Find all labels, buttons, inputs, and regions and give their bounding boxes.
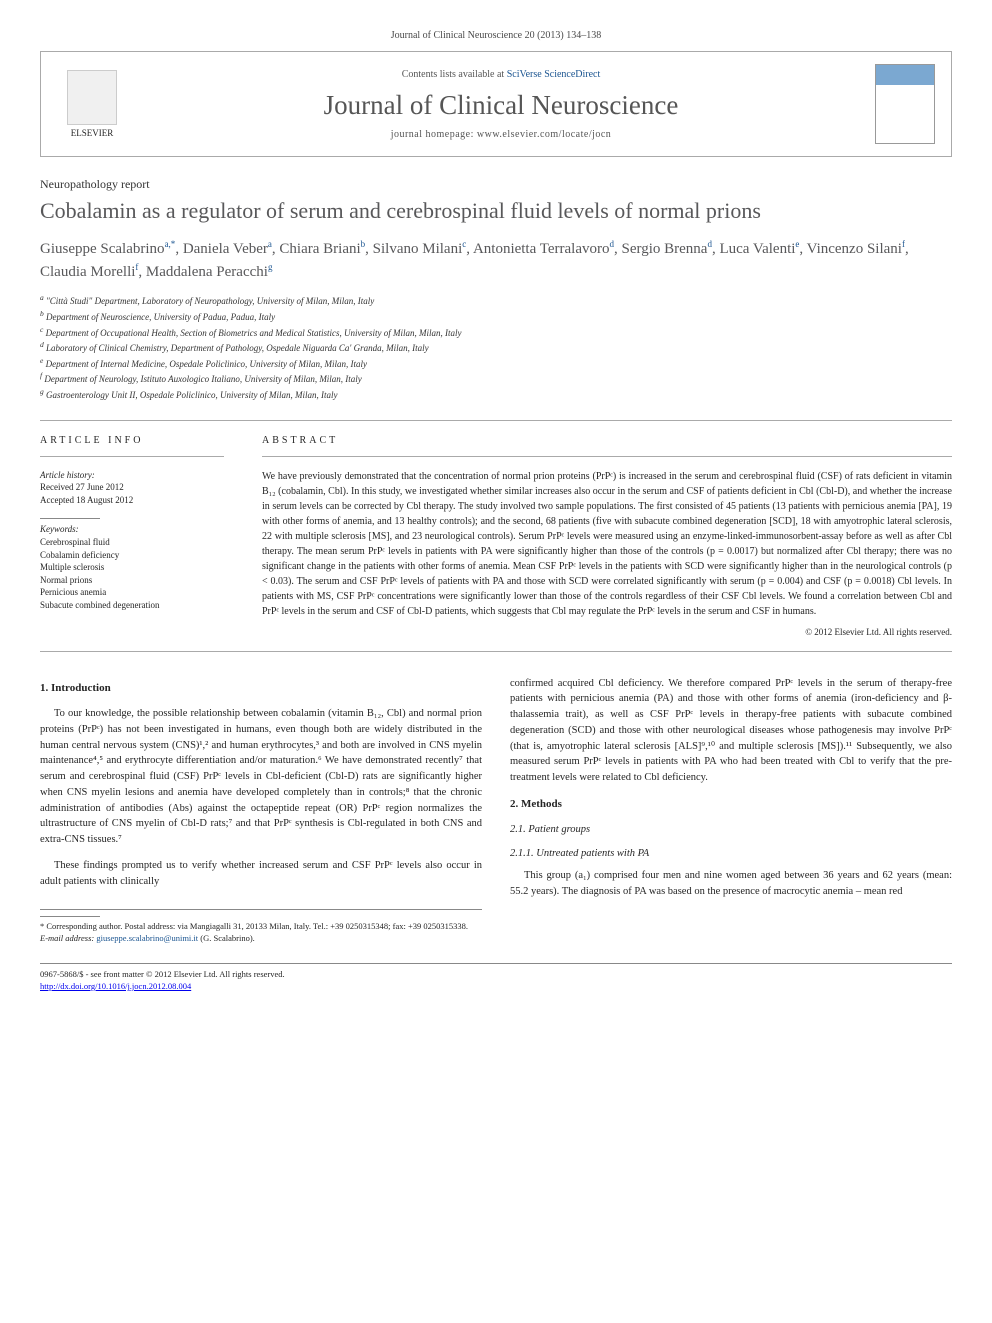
keywords-label: Keywords: <box>40 523 224 536</box>
homepage-url[interactable]: www.elsevier.com/locate/jocn <box>477 129 611 140</box>
article-info-heading: ARTICLE INFO <box>40 435 224 457</box>
author: Daniela Vebera <box>183 241 272 257</box>
affiliation: d Laboratory of Clinical Chemistry, Depa… <box>40 340 952 355</box>
article-history-block: Article history: Received 27 June 2012 A… <box>40 469 224 507</box>
author: Vincenzo Silanif <box>807 241 905 257</box>
author: Silvano Milanic <box>373 241 467 257</box>
elsevier-label: ELSEVIER <box>71 128 114 138</box>
elsevier-tree-icon <box>67 70 117 125</box>
homepage-prefix: journal homepage: <box>391 129 477 140</box>
journal-header-box: ELSEVIER Contents lists available at Sci… <box>40 51 952 157</box>
contents-prefix: Contents lists available at <box>402 69 507 80</box>
abstract-heading: ABSTRACT <box>262 435 952 457</box>
email-link[interactable]: giuseppe.scalabrino@unimi.it <box>96 933 198 943</box>
affiliation: c Department of Occupational Health, Sec… <box>40 325 952 340</box>
bottom-footer: 0967-5868/$ - see front matter © 2012 El… <box>40 963 952 993</box>
keyword: Cerebrospinal fluid <box>40 536 224 549</box>
keyword: Multiple sclerosis <box>40 561 224 574</box>
email-line: E-mail address: giuseppe.scalabrino@unim… <box>40 933 482 945</box>
authors-list: Giuseppe Scalabrinoa,*, Daniela Vebera, … <box>40 238 952 283</box>
right-column: confirmed acquired Cbl deficiency. We th… <box>510 676 952 946</box>
author: Giuseppe Scalabrinoa,* <box>40 241 175 257</box>
journal-homepage: journal homepage: www.elsevier.com/locat… <box>127 129 875 140</box>
history-label: Article history: <box>40 469 224 482</box>
body-columns: 1. Introduction To our knowledge, the po… <box>40 676 952 946</box>
untreated-pa-heading: 2.1.1. Untreated patients with PA <box>510 846 952 862</box>
author: Luca Valentie <box>719 241 799 257</box>
affiliations-list: a "Città Studi" Department, Laboratory o… <box>40 293 952 401</box>
received-date: Received 27 June 2012 <box>40 481 224 494</box>
abstract-text: We have previously demonstrated that the… <box>262 469 952 619</box>
keywords-list: Cerebrospinal fluidCobalamin deficiencyM… <box>40 536 224 612</box>
author: Claudia Morellif <box>40 264 138 280</box>
sciencedirect-link[interactable]: SciVerse ScienceDirect <box>507 69 601 80</box>
journal-cover-thumbnail <box>875 64 935 144</box>
intro-paragraph-1: To our knowledge, the possible relations… <box>40 706 482 848</box>
footer-divider <box>40 916 100 917</box>
author: Sergio Brennad <box>621 241 711 257</box>
header-center: Contents lists available at SciVerse Sci… <box>127 69 875 140</box>
left-column: 1. Introduction To our knowledge, the po… <box>40 676 482 946</box>
intro-heading: 1. Introduction <box>40 680 482 697</box>
author: Antonietta Terralavorod <box>473 241 614 257</box>
article-title: Cobalamin as a regulator of serum and ce… <box>40 198 952 224</box>
corresponding-author-footer: * Corresponding author. Postal address: … <box>40 909 482 945</box>
doi-link[interactable]: http://dx.doi.org/10.1016/j.jocn.2012.08… <box>40 981 191 991</box>
corresponding-author: * Corresponding author. Postal address: … <box>40 921 482 933</box>
contents-line: Contents lists available at SciVerse Sci… <box>127 69 875 80</box>
front-matter: 0967-5868/$ - see front matter © 2012 El… <box>40 969 952 981</box>
affiliation: b Department of Neuroscience, University… <box>40 309 952 324</box>
affiliation: f Department of Neurology, Istituto Auxo… <box>40 371 952 386</box>
keywords-block: Keywords: Cerebrospinal fluidCobalamin d… <box>40 523 224 611</box>
email-suffix: (G. Scalabrino). <box>198 933 255 943</box>
methods-heading: 2. Methods <box>510 796 952 813</box>
info-abstract-row: ARTICLE INFO Article history: Received 2… <box>40 420 952 652</box>
journal-reference: Journal of Clinical Neuroscience 20 (201… <box>40 30 952 41</box>
intro-paragraph-2: These findings prompted us to verify whe… <box>40 858 482 890</box>
author: Maddalena Peracchig <box>146 264 273 280</box>
author: Chiara Brianib <box>279 241 365 257</box>
email-label: E-mail address: <box>40 933 96 943</box>
abstract-copyright: © 2012 Elsevier Ltd. All rights reserved… <box>262 627 952 637</box>
untreated-pa-text: This group (a₁) comprised four men and n… <box>510 868 952 900</box>
keyword: Subacute combined degeneration <box>40 599 224 612</box>
elsevier-logo: ELSEVIER <box>57 64 127 144</box>
info-divider <box>40 518 100 519</box>
article-type: Neuropathology report <box>40 177 952 192</box>
accepted-date: Accepted 18 August 2012 <box>40 494 224 507</box>
keyword: Pernicious anemia <box>40 586 224 599</box>
affiliation: e Department of Internal Medicine, Osped… <box>40 356 952 371</box>
affiliation: g Gastroenterology Unit II, Ospedale Pol… <box>40 387 952 402</box>
keyword: Cobalamin deficiency <box>40 549 224 562</box>
journal-name: Journal of Clinical Neuroscience <box>127 90 875 121</box>
patient-groups-heading: 2.1. Patient groups <box>510 822 952 838</box>
abstract-column: ABSTRACT We have previously demonstrated… <box>240 421 952 651</box>
keyword: Normal prions <box>40 574 224 587</box>
affiliation: a "Città Studi" Department, Laboratory o… <box>40 293 952 308</box>
article-info-column: ARTICLE INFO Article history: Received 2… <box>40 421 240 651</box>
intro-paragraph-3: confirmed acquired Cbl deficiency. We th… <box>510 676 952 786</box>
